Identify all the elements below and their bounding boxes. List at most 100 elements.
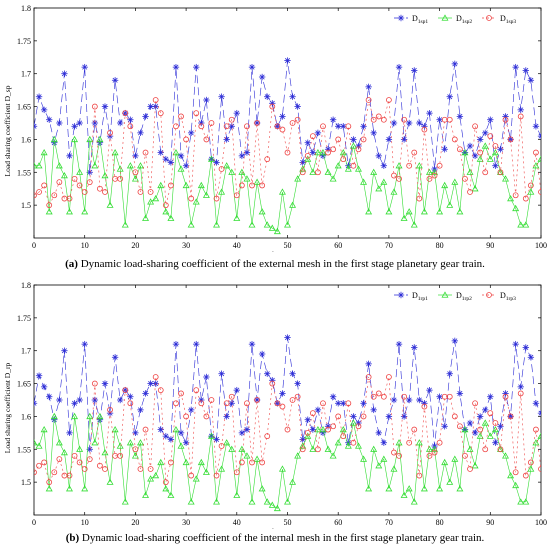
chart1-point-D1rp2 — [420, 485, 428, 492]
chart1-point-D1rp3 — [41, 459, 48, 466]
chart1-point-D1rp2 — [360, 455, 368, 462]
chart0-point-D1sp1 — [132, 152, 139, 160]
chart0-point-D1sp3 — [284, 149, 291, 156]
chart1-point-D1rp2 — [223, 439, 231, 446]
chart0-point-D1sp3 — [472, 123, 478, 130]
chart0-point-D1sp1 — [66, 152, 73, 160]
chart1-point-D1rp3 — [208, 397, 215, 403]
chart1-point-D1rp1 — [365, 360, 372, 368]
chart0-point-D1sp2 — [218, 188, 226, 195]
chart1-point-D1rp2 — [182, 458, 190, 466]
chart1-line-D1rp2 — [34, 416, 541, 509]
chart0-line-D1sp2 — [34, 139, 541, 232]
chart1-point-D1rp3 — [213, 472, 220, 479]
chart1-point-D1rp2 — [461, 425, 469, 433]
chart1-point-D1rp3 — [56, 456, 63, 463]
chart1-point-D1rp3 — [330, 423, 337, 430]
chart0-point-D1sp1 — [279, 113, 286, 120]
chart0-ytick-label: 1.8 — [21, 4, 31, 13]
chart0-point-D1sp1 — [517, 106, 524, 114]
chart1-point-D1rp2 — [512, 481, 520, 489]
chart0-point-D1sp2 — [213, 221, 220, 228]
chart0-point-D1sp3 — [380, 116, 387, 123]
chart0-point-D1sp2 — [339, 148, 347, 156]
chart1-point-D1rp2 — [202, 468, 210, 475]
chart0-point-D1sp1 — [294, 103, 301, 110]
chart0-point-D1sp1 — [116, 119, 124, 127]
chart1-point-D1rp3 — [487, 410, 494, 417]
chart1-point-D1rp1 — [522, 344, 529, 351]
chart1-point-D1rp3 — [264, 433, 271, 440]
chart1-point-D1rp2 — [507, 471, 515, 479]
chart0-xtick-label: 70 — [385, 241, 393, 250]
chart0-point-D1sp1 — [360, 123, 367, 130]
chart0-point-D1sp3 — [522, 195, 529, 202]
chart0-legend-marker — [486, 15, 492, 21]
chart1-legend-label: D1rp2 — [456, 291, 472, 302]
chart0-ytick-label: 1.55 — [17, 168, 31, 177]
chart1-point-D1rp1 — [40, 383, 48, 391]
chart0-point-D1sp3 — [183, 136, 190, 143]
chart0-point-D1sp2 — [456, 208, 464, 215]
chart1-point-D1rp3 — [178, 390, 184, 397]
chart0-point-D1sp3 — [274, 123, 281, 130]
chart0-point-D1sp1 — [527, 77, 535, 84]
chart1-point-D1rp2 — [248, 498, 256, 505]
chart1-point-D1rp3 — [244, 400, 250, 407]
chart0-point-D1sp1 — [167, 159, 175, 166]
chart0-point-D1sp2 — [481, 142, 489, 149]
chart0-point-D1sp2 — [405, 208, 413, 215]
chart0-point-D1sp2 — [91, 162, 99, 169]
chart1-point-D1rp2 — [425, 445, 433, 452]
chart1-point-D1rp1 — [203, 373, 210, 381]
chart0-legend-item-D1sp2: D1sp2 — [438, 14, 472, 25]
chart1-point-D1rp1 — [228, 400, 235, 407]
chart0-point-D1sp1 — [532, 123, 540, 130]
chart1-point-D1rp1 — [167, 436, 175, 443]
chart1-point-D1rp3 — [228, 393, 235, 400]
chart1-point-D1rp1 — [492, 439, 499, 446]
chart0-point-D1sp3 — [213, 195, 220, 202]
chart0-point-D1sp1 — [56, 119, 63, 127]
chart0-point-D1sp2 — [314, 148, 322, 156]
chart1-legend-item-D1rp1: D1rp1 — [394, 291, 428, 302]
chart0-point-D1sp2 — [233, 214, 241, 221]
chart0-point-D1sp3 — [259, 182, 266, 189]
chart0-point-D1sp2 — [309, 168, 317, 175]
chart1-point-D1rp3 — [335, 413, 342, 420]
chart1-point-D1rp1 — [116, 396, 124, 404]
chart1-point-D1rp1 — [441, 423, 448, 430]
chart0-point-D1sp2 — [121, 221, 129, 228]
chart1-point-D1rp3 — [456, 423, 463, 430]
chart0-point-D1sp3 — [86, 179, 93, 186]
chart0-point-D1sp3 — [203, 136, 210, 143]
chart0-point-D1sp1 — [203, 96, 210, 104]
chart0-point-D1sp3 — [107, 129, 113, 136]
chart1-point-D1rp2 — [253, 455, 261, 462]
chart0-point-D1sp2 — [50, 135, 58, 143]
chart1-point-D1rp2 — [258, 485, 266, 492]
chart1-point-D1rp1 — [527, 354, 535, 361]
chart0-point-D1sp3 — [517, 113, 524, 120]
chart0-point-D1sp3 — [142, 149, 149, 156]
chart1-point-D1rp1 — [497, 423, 504, 430]
chart1-point-D1rp3 — [360, 413, 367, 420]
chart0-line-D1sp3 — [34, 99, 541, 206]
chart1-point-D1rp2 — [481, 419, 489, 426]
chart0-point-D1sp2 — [152, 194, 160, 202]
chart0-point-D1sp2 — [34, 162, 38, 169]
chart1-point-D1rp1 — [426, 386, 433, 394]
chart0-point-D1sp2 — [294, 175, 302, 182]
chart1-xtick-label: 0 — [32, 518, 36, 527]
chart1-point-D1rp3 — [538, 466, 541, 472]
chart0-point-D1sp2 — [81, 208, 89, 215]
chart0-point-D1sp1 — [289, 93, 296, 100]
chart1-point-D1rp1 — [370, 406, 377, 414]
chart1-point-D1rp1 — [476, 413, 484, 420]
chart0-point-D1sp1 — [248, 63, 256, 71]
chart0-point-D1sp3 — [208, 120, 215, 126]
chart1-point-D1rp1 — [436, 393, 443, 400]
chart0-point-D1sp2 — [436, 208, 444, 215]
chart1-point-D1rp2 — [192, 475, 200, 482]
chart1-point-D1rp1 — [512, 340, 519, 348]
